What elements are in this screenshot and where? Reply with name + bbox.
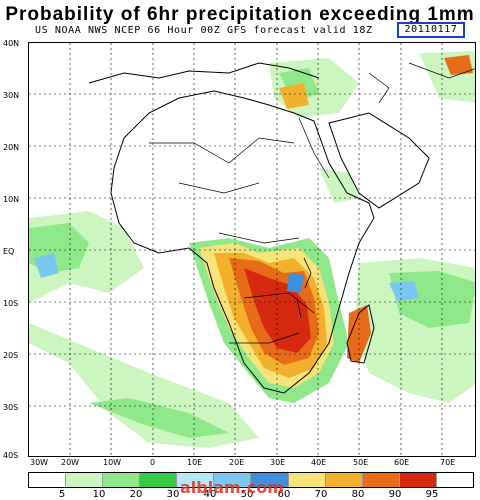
colorbar-label: 40: [203, 489, 217, 500]
precip-field: [29, 51, 475, 448]
colorbar-swatch: [324, 473, 362, 487]
lat-label: 10S: [3, 299, 19, 308]
subtitle-text: US NOAA NWS NCEP 66 Hour 00Z GFS forecas…: [35, 25, 373, 36]
lat-label: 30N: [3, 91, 20, 100]
colorbar-swatch: [250, 473, 288, 487]
colorbar-label: 5: [58, 489, 66, 500]
map-title: Probability of 6hr precipitation exceedi…: [5, 4, 475, 25]
map-subtitle: US NOAA NWS NCEP 66 Hour 00Z GFS forecas…: [35, 22, 465, 38]
colorbar-label: 90: [388, 489, 402, 500]
colorbar-swatch: [139, 473, 177, 487]
lon-label: 10E: [187, 458, 203, 467]
lat-label: 40S: [3, 451, 19, 460]
colorbar-swatch: [435, 473, 473, 487]
lon-label: 20W: [61, 458, 80, 467]
colorbar-label: 70: [314, 489, 328, 500]
lat-label: 10N: [3, 195, 20, 204]
colorbar-label: 95: [425, 489, 439, 500]
valid-date-highlight: 20110117: [397, 22, 465, 38]
watermark: alblam.com: [180, 478, 284, 497]
colorbar-swatch: [398, 473, 436, 487]
lat-label: 20S: [3, 351, 19, 360]
probability-colorbar: [28, 472, 474, 488]
colorbar-swatch: [213, 473, 251, 487]
lon-label: 40E: [311, 458, 327, 467]
lon-label: 70E: [440, 458, 456, 467]
colorbar-swatch: [176, 473, 214, 487]
colorbar-swatch: [102, 473, 140, 487]
colorbar-swatch: [29, 473, 66, 487]
lat-label: 30S: [3, 403, 19, 412]
colorbar-swatch: [361, 473, 399, 487]
colorbar-label: 50: [240, 489, 254, 500]
colorbar-label: 60: [277, 489, 291, 500]
lat-lon-grid: [29, 43, 475, 456]
lon-label: 60E: [394, 458, 410, 467]
colorbar-label: 80: [351, 489, 365, 500]
coastlines: [88, 62, 475, 394]
colorbar-label: 10: [92, 489, 106, 500]
lat-label: 20N: [3, 143, 20, 152]
lon-label: 0: [150, 458, 156, 467]
colorbar-swatch: [287, 473, 325, 487]
lat-label: EQ: [3, 247, 15, 256]
lon-label: 20E: [229, 458, 245, 467]
colorbar-label: 20: [129, 489, 143, 500]
lon-label: 30W: [30, 458, 49, 467]
precip-probability-map: [28, 42, 476, 457]
colorbar-label: 30: [166, 489, 180, 500]
lon-label: 10W: [103, 458, 122, 467]
lon-label: 30E: [270, 458, 286, 467]
lat-label: 40N: [3, 39, 20, 48]
map-canvas: [29, 43, 475, 456]
lon-label: 50E: [353, 458, 369, 467]
colorbar-swatch: [65, 473, 103, 487]
